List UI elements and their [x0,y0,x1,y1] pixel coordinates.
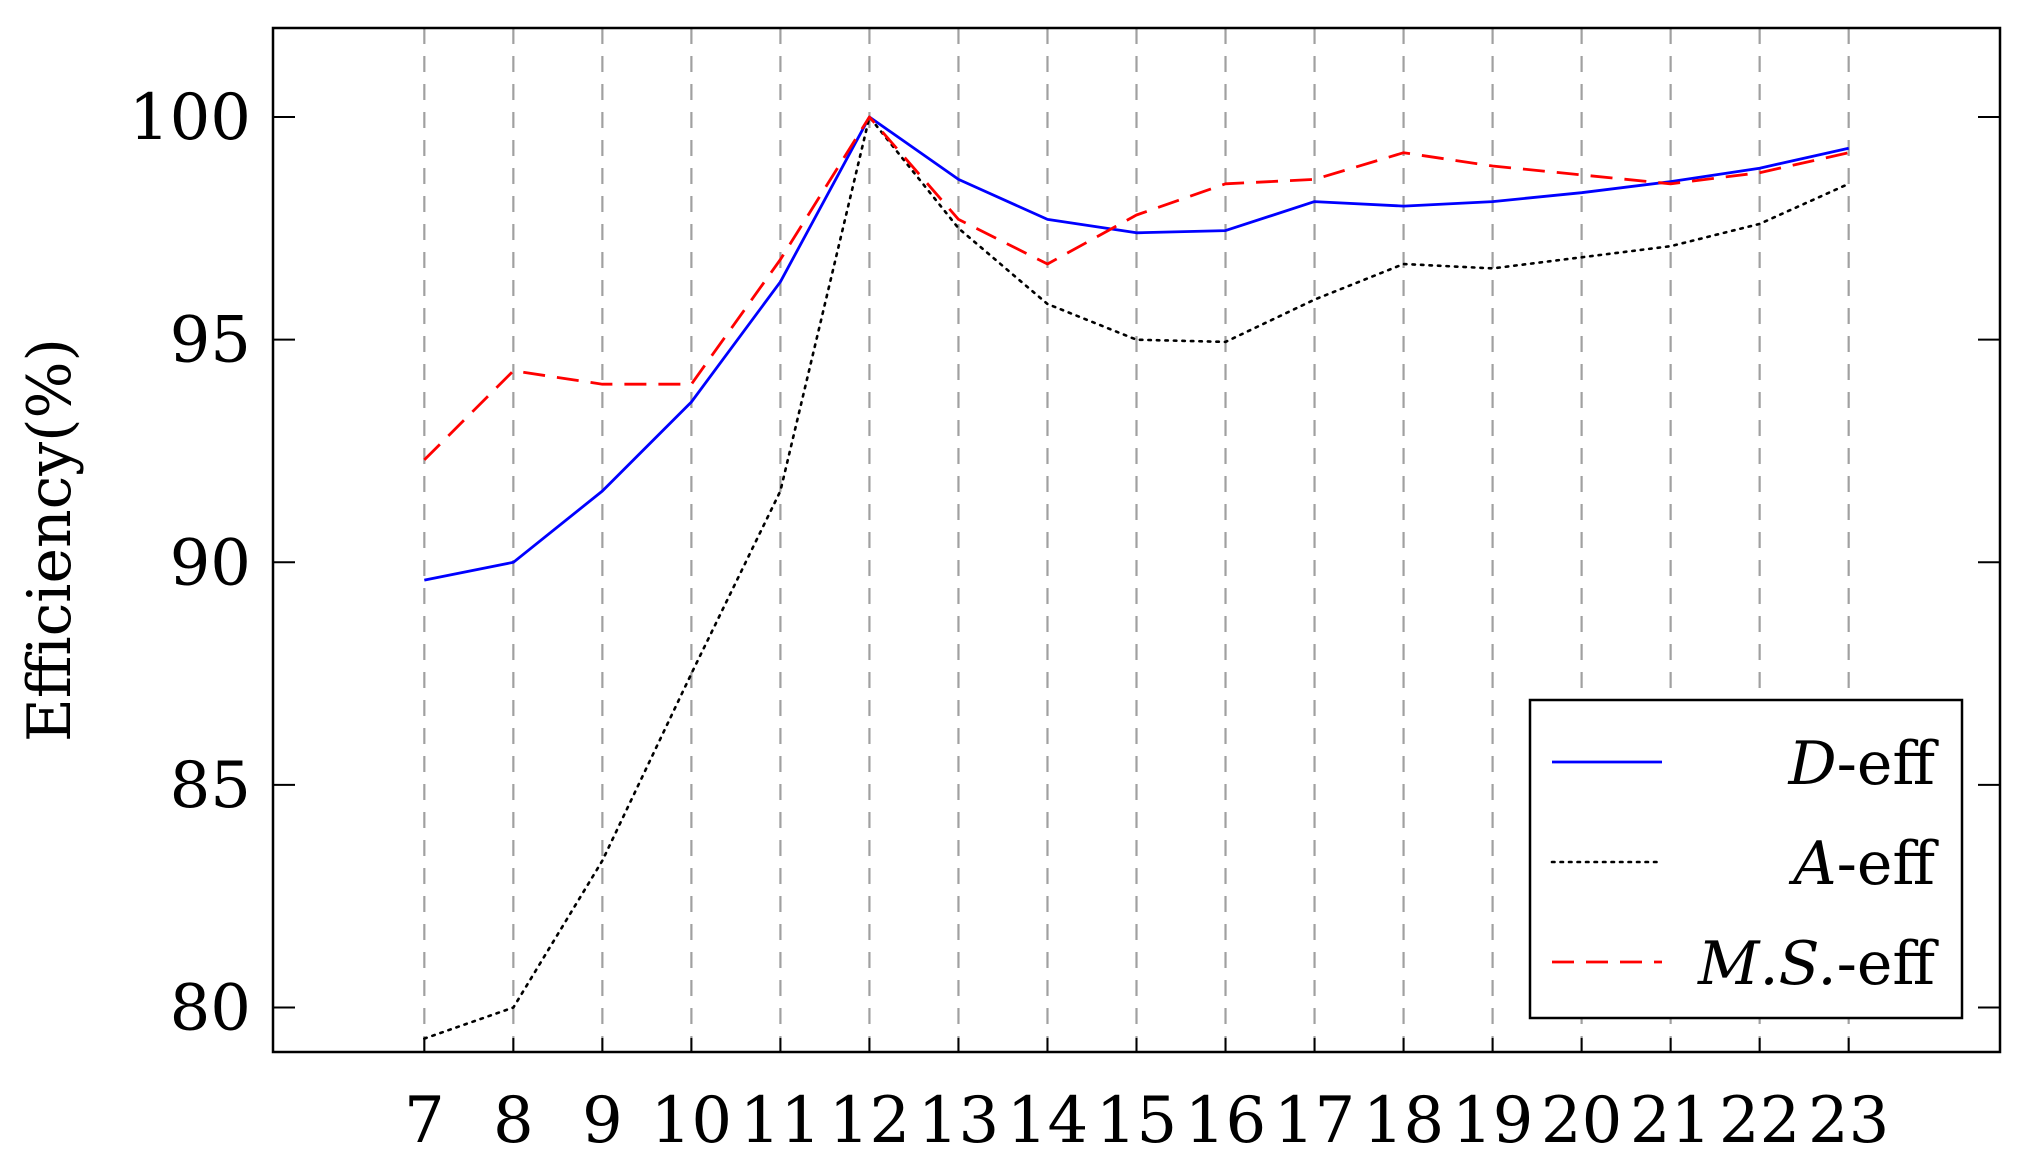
x-tick-label: 20 [1541,1084,1622,1158]
y-axis-title: Efficiency(%) [15,338,85,742]
legend-label: D-eff [1787,729,1939,799]
y-tick-label: 80 [170,971,251,1045]
legend-label-suffix: -eff [1837,729,1940,799]
x-tick-label: 10 [651,1084,732,1158]
legend-label-italic: D [1787,729,1836,799]
x-tick-label: 15 [1096,1084,1177,1158]
legend-box [1528,698,1964,1020]
series-line-d [424,115,1850,582]
x-tick-label: 23 [1808,1084,1889,1158]
legend-label-italic: M.S. [1697,929,1837,999]
x-tick-label: 16 [1185,1084,1266,1158]
legend-label: A-eff [1788,829,1939,899]
x-tick-label: 8 [493,1084,534,1158]
series-lines [422,115,1850,1040]
axis-tick-labels: 7 8 9 10 11 12 13 14 15 16 17 18 19 20 21 22 23 80 85 90 95 1… [129,81,1890,1158]
x-tick-label: 7 [404,1084,445,1158]
x-tick-label: 11 [740,1084,821,1158]
x-tick-label: 13 [918,1084,999,1158]
x-tick-label: 14 [1007,1084,1088,1158]
x-tick-label: 21 [1630,1084,1711,1158]
x-tick-label: 12 [829,1084,910,1158]
y-tick-label: 90 [170,526,251,600]
x-tick-label: 18 [1363,1084,1444,1158]
y-tick-label: 85 [170,749,251,823]
x-tick-label: 9 [582,1084,623,1158]
legend-label-italic: A [1788,829,1836,899]
axis-ticks [273,116,2000,1052]
legend-label: M.S.-eff [1697,929,1939,999]
y-tick-label: 95 [170,304,251,378]
x-tick-label: 19 [1452,1084,1533,1158]
series-line-ms [423,115,1850,461]
x-tick-label: 22 [1719,1084,1800,1158]
x-tick-label: 17 [1274,1084,1355,1158]
legend-label-suffix: -eff [1837,929,1940,999]
y-tick-label: 100 [129,81,251,155]
legend-label-suffix: -eff [1837,829,1940,899]
